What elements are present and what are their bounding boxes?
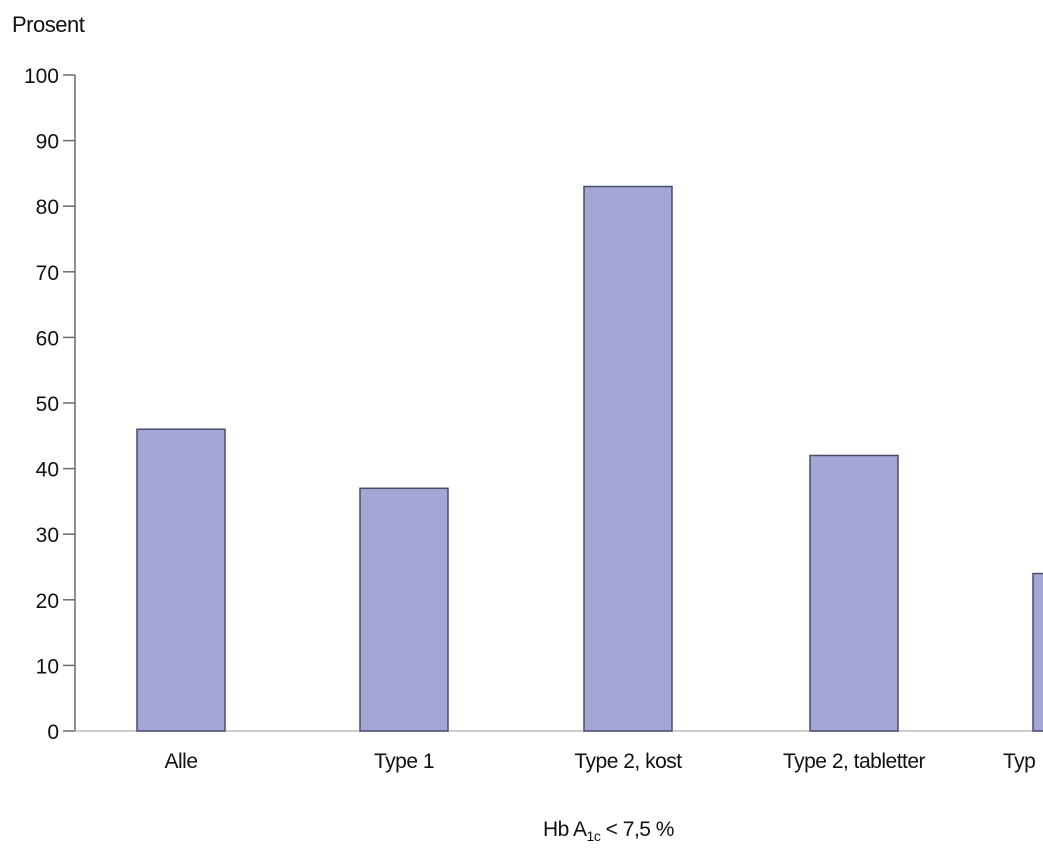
y-tick-label: 80 bbox=[36, 196, 59, 219]
bars bbox=[136, 185, 1043, 732]
y-tick-label: 90 bbox=[36, 131, 59, 154]
x-tick-labels: Alle Type 1 Type 2, kost Type 2, tabletter T… bbox=[164, 750, 1035, 773]
y-tick-label: 30 bbox=[36, 524, 59, 547]
bar-type-2-tabletter bbox=[809, 454, 899, 732]
bar-type-1 bbox=[359, 487, 449, 732]
x-tick-label: Type 1 bbox=[374, 750, 434, 773]
x-tick-label: Type 2, kost bbox=[574, 750, 682, 773]
x-tick-label: Alle bbox=[164, 750, 197, 773]
y-tick-label: 70 bbox=[36, 262, 59, 285]
y-tick-label: 20 bbox=[36, 590, 59, 613]
x-axis-title-main: Hb A bbox=[543, 818, 587, 841]
y-tick-label: 50 bbox=[36, 393, 59, 416]
x-tick-label: Type 2, tabletter bbox=[783, 750, 926, 773]
bar-type-2-insulin bbox=[1032, 572, 1043, 732]
x-axis-title-sub: 1c bbox=[586, 828, 601, 844]
y-axis-label: Prosent bbox=[12, 12, 85, 37]
axes: 0 10 20 30 40 50 60 70 80 90 100 bbox=[24, 65, 1043, 744]
y-tick-label: 40 bbox=[36, 459, 59, 482]
y-tick-label: 0 bbox=[47, 721, 59, 744]
bar-alle bbox=[136, 428, 226, 732]
y-tick-label: 10 bbox=[36, 655, 59, 678]
y-tick-label: 100 bbox=[24, 65, 59, 88]
y-tick-label: 60 bbox=[36, 327, 59, 350]
x-axis-title-rest: < 7,5 % bbox=[600, 818, 675, 841]
x-axis-title: Hb A1c < 7,5 % bbox=[543, 818, 674, 844]
x-tick-label: Typ bbox=[1003, 750, 1035, 773]
bar-type-2-kost bbox=[583, 185, 673, 732]
